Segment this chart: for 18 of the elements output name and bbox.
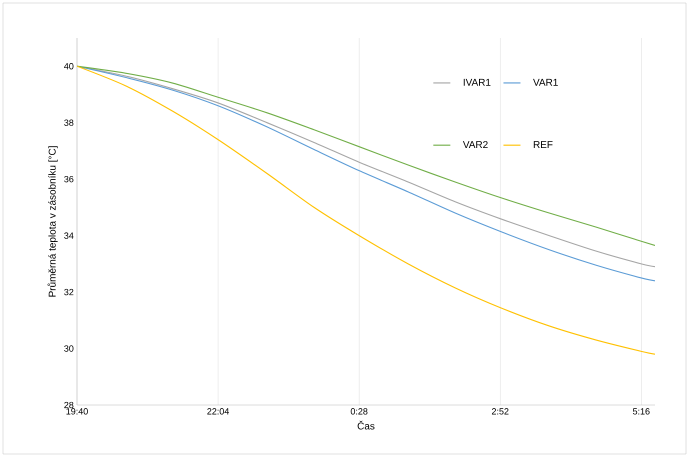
y-axis-title: Průměrná teplota v zásobníku [°C] xyxy=(48,146,58,297)
x-tick-label: 19:40 xyxy=(66,408,88,415)
legend-label: VAR1 xyxy=(533,78,558,86)
y-tick-label: 40 xyxy=(64,63,74,70)
legend-label: VAR2 xyxy=(462,141,488,148)
x-axis-title: Čas xyxy=(358,420,374,430)
y-tick-label: 32 xyxy=(64,288,74,296)
y-tick-label: 30 xyxy=(64,345,74,352)
x-tick-label: 5:16 xyxy=(632,408,650,415)
legend-label: REF xyxy=(534,141,553,148)
x-tick-label: 2:52 xyxy=(492,408,508,415)
y-tick-label: 36 xyxy=(64,176,74,182)
y-tick-label: 38 xyxy=(64,120,74,126)
y-tick-label: 28 xyxy=(64,402,74,408)
legend-label: IVAR1 xyxy=(464,78,490,86)
x-tick-label: 22:04 xyxy=(207,408,230,415)
y-tick-label: 34 xyxy=(64,232,74,239)
x-tick-label: 0:28 xyxy=(350,408,368,415)
